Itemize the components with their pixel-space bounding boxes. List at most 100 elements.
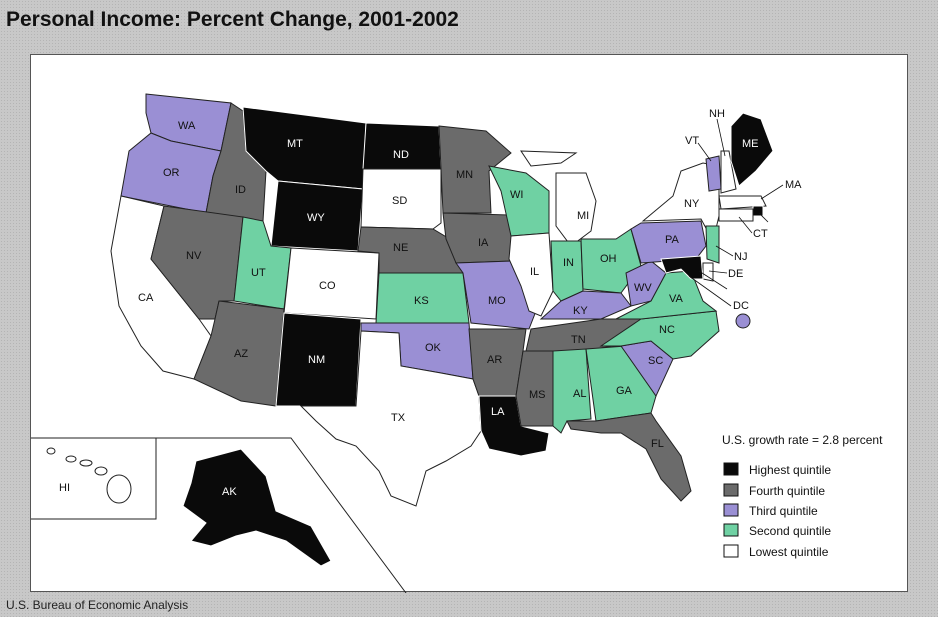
state-label-CA: CA [138,292,154,304]
state-label-CT: CT [753,228,768,240]
state-NH [720,150,737,194]
state-label-NV: NV [186,250,202,262]
state-MN [438,125,512,214]
map-title: Personal Income: Percent Change, 2001-20… [6,8,459,31]
state-label-NY: NY [684,198,700,210]
state-SD [360,168,442,230]
us-map: WA OR CA ID NV MT WY UT AZ CO NM ND SD N… [31,93,883,594]
state-label-OH: OH [600,253,617,265]
state-label-NH: NH [709,108,725,120]
state-CT [718,208,754,222]
state-HI [106,474,132,504]
state-TX [299,330,482,507]
legend-swatch-second [723,523,739,537]
state-FL [566,412,692,502]
state-label-VT: VT [685,135,699,147]
state-label-IA: IA [478,237,489,249]
state-label-GA: GA [616,385,633,397]
state-label-MO: MO [488,295,506,307]
state-label-OR: OR [163,167,180,179]
legend-swatch-third [723,503,739,517]
leader-CT [738,216,753,234]
leader-MD [698,270,728,290]
hawaii-island-oahu [65,455,77,463]
state-label-HI: HI [59,482,70,494]
state-label-WA: WA [178,120,196,132]
state-label-WY: WY [307,212,325,224]
state-label-KS: KS [414,295,429,307]
legend-label-second: Second quintile [749,524,831,538]
map-panel: WA OR CA ID NV MT WY UT AZ CO NM ND SD N… [30,54,908,594]
state-label-NM: NM [308,354,325,366]
source-credit: U.S. Bureau of Economic Analysis [6,598,189,612]
leader-NJ [715,245,734,257]
state-label-IL: IL [530,266,539,278]
state-label-IN: IN [563,257,574,269]
state-label-AL: AL [573,388,586,400]
state-label-WV: WV [634,282,652,294]
state-label-AK: AK [222,486,237,498]
legend-swatch-highest [723,462,739,476]
state-label-ME: ME [742,138,759,150]
leader-NH [716,118,726,157]
state-label-LA: LA [491,406,505,418]
leader-MA [760,184,784,200]
state-IL [508,232,554,317]
leader-DC [688,275,732,307]
state-label-ID: ID [235,184,246,196]
growth-rate-note: U.S. growth rate = 2.8 percent [722,433,883,447]
leader-VT [697,142,712,162]
state-label-UT: UT [251,267,266,279]
hawaii-box [31,437,157,520]
state-DC [735,313,751,329]
state-labels: WA OR CA ID NV MT WY UT AZ CO NM ND SD N… [59,108,802,498]
state-label-PA: PA [665,234,680,246]
state-label-MN: MN [456,169,473,181]
state-label-FL: FL [651,438,664,450]
state-RI [752,205,764,217]
state-label-MT: MT [287,138,303,150]
state-label-AR: AR [487,354,502,366]
state-AK [182,448,332,567]
state-label-OK: OK [425,342,442,354]
state-label-ND: ND [393,149,409,161]
state-label-NC: NC [659,324,675,336]
legend-label-highest: Highest quintile [749,463,831,477]
hawaii-island-maui [94,466,108,476]
state-NJ [705,225,720,264]
state-label-NJ: NJ [734,251,747,263]
state-MI [520,150,597,247]
state-label-AZ: AZ [234,348,248,360]
legend-label-third: Third quintile [749,504,818,518]
state-label-DC: DC [733,300,749,312]
state-label-RI: RI [769,217,780,229]
state-VT [705,155,722,192]
state-label-CO: CO [319,280,336,292]
state-label-DE: DE [728,268,743,280]
state-label-TN: TN [571,334,586,346]
state-label-NE: NE [393,242,408,254]
state-DE [702,262,714,282]
state-label-KY: KY [573,305,588,317]
state-PA [630,220,707,264]
state-ME [730,112,774,187]
legend-label-fourth: Fourth quintile [749,484,825,498]
state-IN [550,240,584,302]
state-label-SD: SD [392,195,407,207]
state-label-MI: MI [577,210,589,222]
state-label-WI: WI [510,189,523,201]
legend-swatch-fourth [723,483,739,497]
state-label-SC: SC [648,355,663,367]
leader-DE [708,270,728,274]
state-label-MA: MA [785,179,802,191]
legend: Highest quintile Fourth quintile Third q… [723,462,831,559]
legend-swatch-lowest [723,544,739,558]
hawaii-island-molokai [79,459,93,467]
state-label-MS: MS [529,389,546,401]
leader-RI [758,212,769,223]
state-label-TX: TX [391,412,406,424]
legend-label-lowest: Lowest quintile [749,545,829,559]
state-label-VA: VA [669,293,684,305]
state-label-MD: MD [728,284,745,296]
hawaii-island-kauai [46,447,56,455]
